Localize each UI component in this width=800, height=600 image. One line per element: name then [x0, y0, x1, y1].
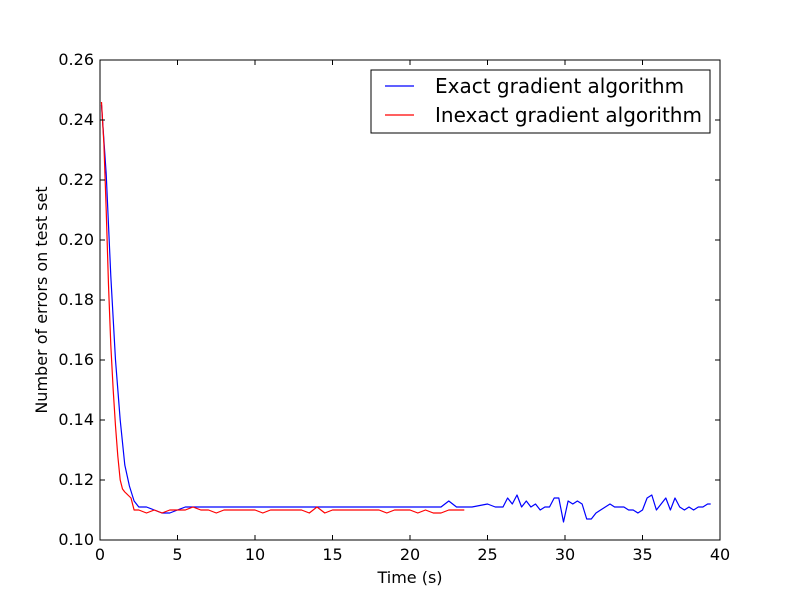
y-axis-ticks: 0.10 0.12 0.14 0.16 0.18 0.20 0.22 0.24 0.26 [58, 50, 720, 549]
x-tick-label: 35 [632, 545, 652, 564]
x-tick-label: 15 [322, 545, 342, 564]
y-tick-label: 0.10 [58, 530, 94, 549]
y-tick-label: 0.22 [58, 170, 94, 189]
x-tick-label: 0 [95, 545, 105, 564]
legend-label-exact: Exact gradient algorithm [435, 74, 684, 98]
x-tick-label: 30 [555, 545, 575, 564]
y-tick-label: 0.18 [58, 290, 94, 309]
y-axis-label: Number of errors on test set [32, 186, 51, 413]
y-tick-label: 0.12 [58, 470, 94, 489]
y-tick-label: 0.24 [58, 110, 94, 129]
x-tick-label: 10 [245, 545, 265, 564]
x-tick-label: 40 [710, 545, 730, 564]
x-tick-label: 25 [477, 545, 497, 564]
x-axis-ticks: 0 5 10 15 20 25 30 35 40 [95, 60, 730, 564]
y-tick-label: 0.14 [58, 410, 94, 429]
plot-area [100, 60, 720, 540]
series-line-exact [100, 104, 711, 523]
y-tick-label: 0.26 [58, 50, 94, 69]
y-tick-label: 0.20 [58, 230, 94, 249]
legend-box [370, 69, 711, 134]
legend: Exact gradient algorithm Inexact gradien… [370, 69, 711, 134]
x-axis-label: Time (s) [376, 568, 442, 587]
y-tick-label: 0.16 [58, 350, 94, 369]
legend-label-inexact: Inexact gradient algorithm [435, 103, 702, 127]
x-tick-label: 5 [172, 545, 182, 564]
series-layer [100, 101, 711, 523]
series-line-inexact [100, 101, 465, 514]
x-tick-label: 20 [400, 545, 420, 564]
